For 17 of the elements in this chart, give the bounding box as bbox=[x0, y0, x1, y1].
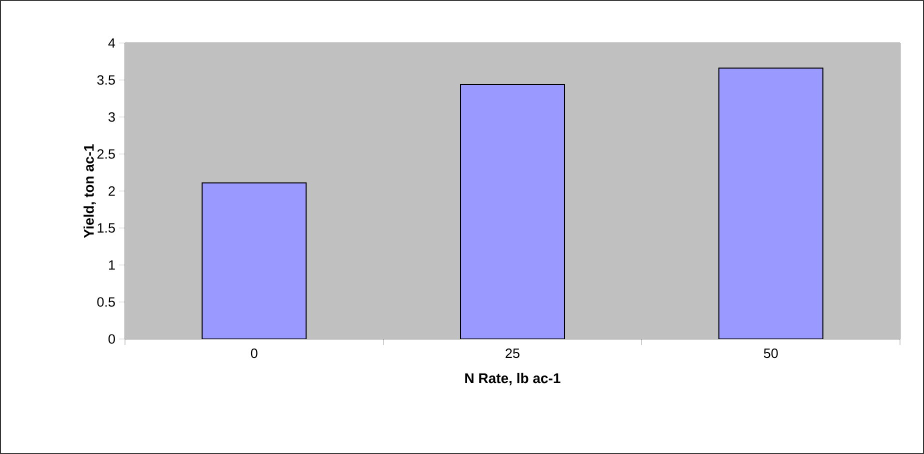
y-tick-label: 1.5 bbox=[98, 223, 115, 233]
bar bbox=[718, 68, 824, 339]
bar bbox=[460, 84, 566, 339]
y-tick-label: 1 bbox=[109, 260, 115, 270]
y-tick-label: 0 bbox=[108, 334, 115, 344]
y-tick-label: 2.5 bbox=[97, 149, 115, 159]
y-tick-label: 2 bbox=[108, 186, 115, 196]
y-tick-label: 4 bbox=[108, 38, 116, 48]
x-tick-label: 0 bbox=[250, 348, 258, 358]
y-tick-label: 3.5 bbox=[97, 75, 115, 85]
x-axis-title: N Rate, lb ac-1 bbox=[465, 372, 560, 386]
x-tick-label: 50 bbox=[764, 348, 778, 358]
bar bbox=[202, 182, 307, 339]
y-axis-title: Yield, ton ac-1 bbox=[84, 144, 96, 238]
x-tick-label: 25 bbox=[506, 348, 520, 358]
y-tick-label: 0.5 bbox=[97, 297, 115, 307]
y-tick-label: 3 bbox=[108, 112, 115, 122]
